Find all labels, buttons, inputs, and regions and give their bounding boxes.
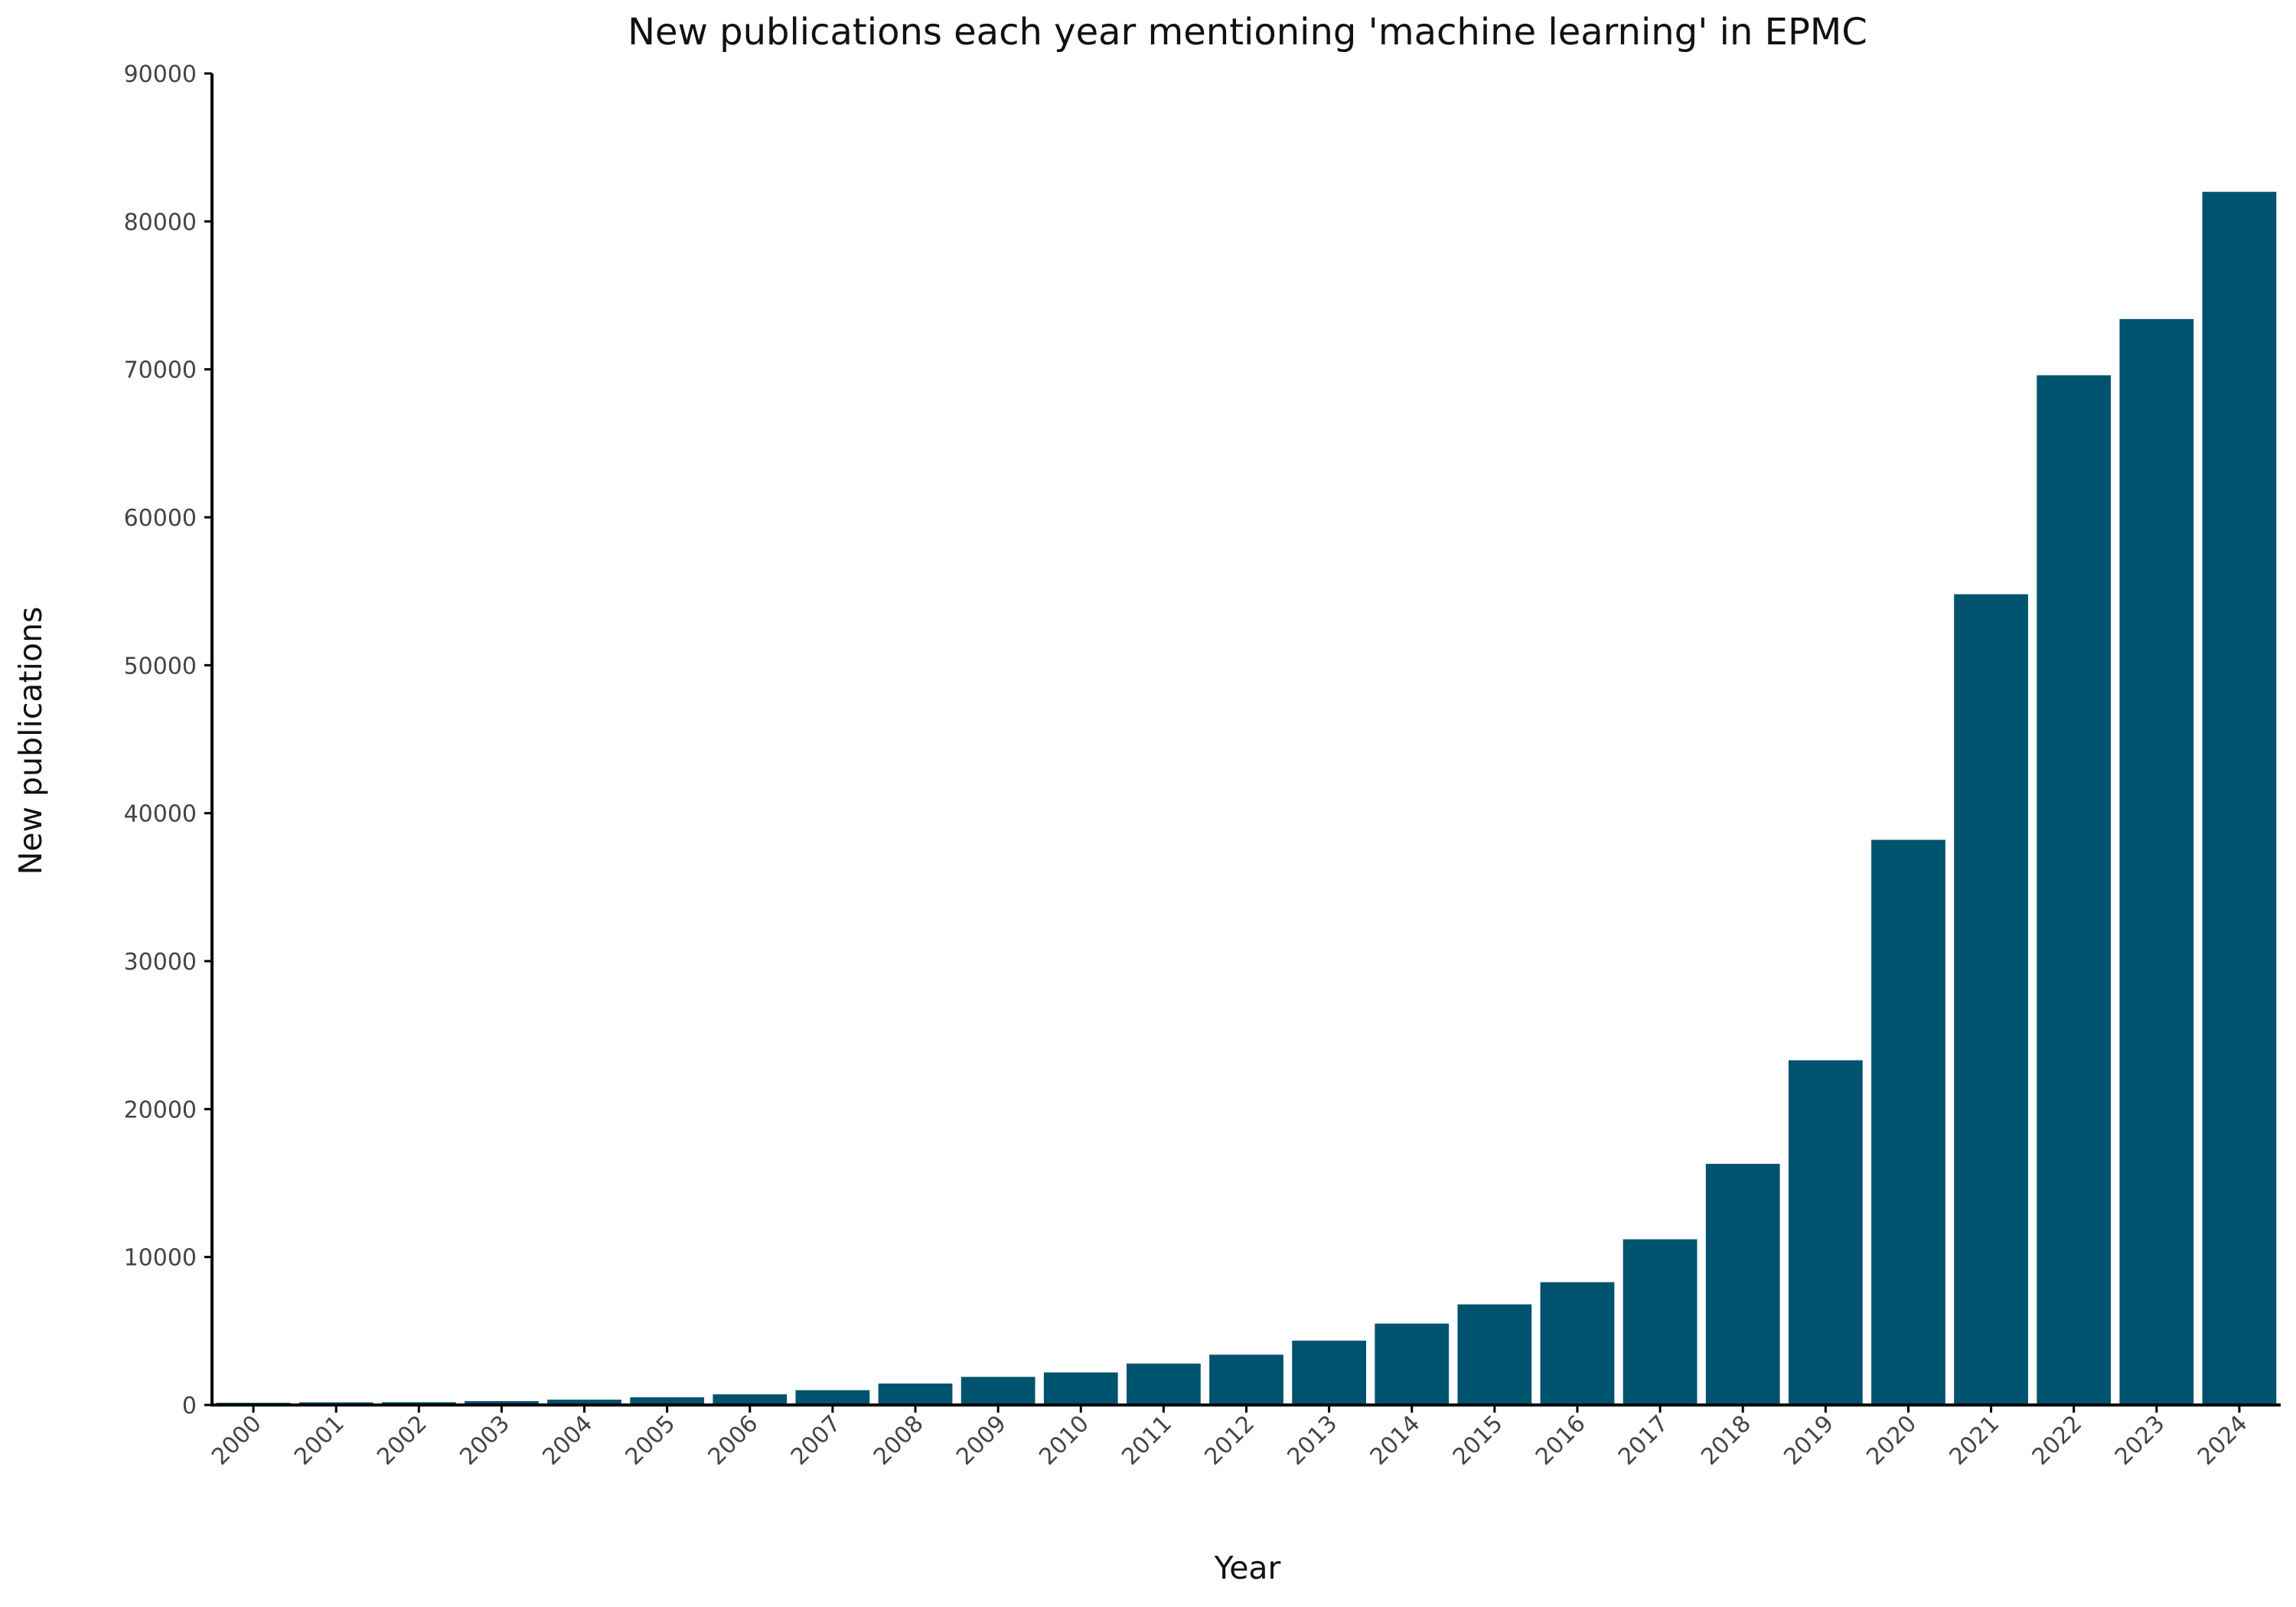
- bar-2012: [1209, 1354, 1283, 1405]
- bar-2003: [465, 1400, 539, 1405]
- bar-2014: [1375, 1323, 1450, 1405]
- y-tick-label: 60000: [124, 505, 197, 532]
- bar-2011: [1127, 1363, 1201, 1405]
- y-tick-label: 70000: [124, 357, 197, 384]
- y-tick-label: 40000: [124, 801, 197, 828]
- y-axis-label: New publications: [12, 607, 49, 875]
- bar-2004: [547, 1400, 621, 1405]
- y-tick-label: 30000: [124, 949, 197, 976]
- bar-2010: [1043, 1372, 1118, 1405]
- bar-2018: [1705, 1163, 1780, 1405]
- bar-2017: [1623, 1239, 1698, 1405]
- y-tick-label: 20000: [124, 1097, 197, 1123]
- bar-2015: [1457, 1304, 1532, 1405]
- y-tick-label: 10000: [124, 1245, 197, 1272]
- bar-2024: [2202, 191, 2277, 1405]
- bar-2008: [878, 1383, 953, 1405]
- bars-group: [216, 191, 2277, 1406]
- bar-2019: [1788, 1060, 1863, 1405]
- bar-2009: [960, 1377, 1035, 1405]
- x-axis-label: Year: [1214, 1550, 1281, 1586]
- y-tick-label: 90000: [124, 61, 197, 88]
- bar-2020: [1871, 839, 1945, 1405]
- bar-2023: [2119, 318, 2194, 1406]
- y-tick-label: 50000: [124, 653, 197, 680]
- y-axis-ticks: 0 10000 20000 30000 40000 50000 60000 70000 8000…: [124, 61, 212, 1420]
- y-tick-label: 80000: [124, 209, 197, 236]
- bar-2021: [1954, 594, 2028, 1405]
- bar-2007: [795, 1390, 870, 1405]
- bar-2006: [713, 1394, 788, 1405]
- bar-2022: [2037, 375, 2112, 1405]
- y-tick-label: 0: [182, 1393, 197, 1420]
- bar-2016: [1540, 1282, 1615, 1405]
- bar-2013: [1292, 1340, 1367, 1405]
- chart-title: New publications each year mentioning 'm…: [628, 11, 1867, 54]
- bar-2005: [630, 1397, 705, 1405]
